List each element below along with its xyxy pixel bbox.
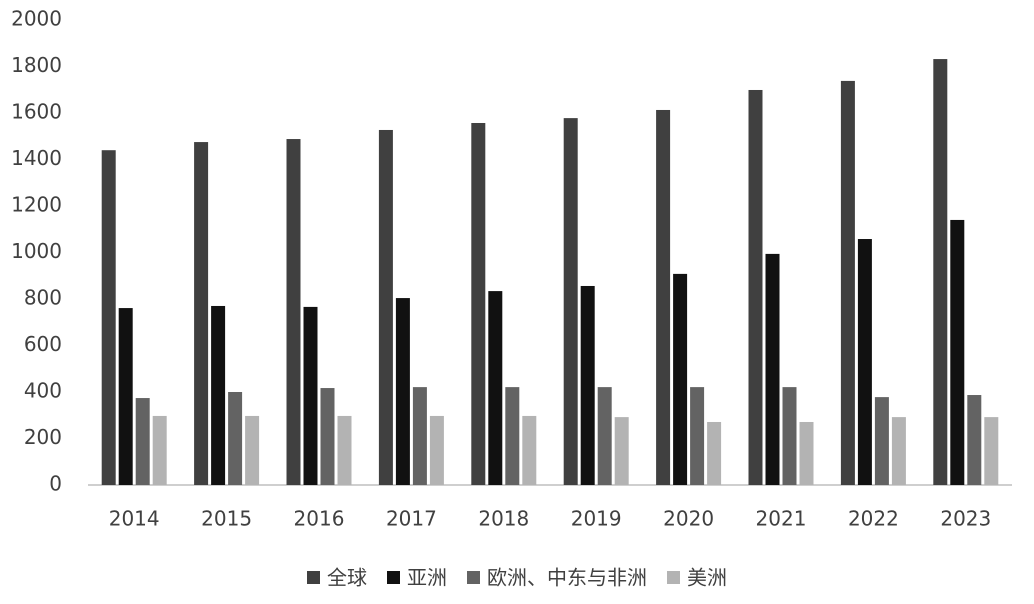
legend-swatch [667,571,680,584]
bar [748,89,763,486]
bar [303,306,318,485]
x-tick-label: 2014 [109,507,160,531]
bar [597,387,612,485]
bar [690,387,705,485]
bar [378,129,393,485]
x-tick-label: 2017 [386,507,437,531]
bar [614,417,629,485]
y-tick-label: 0 [49,472,62,496]
y-tick-label: 1200 [11,193,62,217]
bar [522,415,537,485]
y-tick-label: 400 [24,379,62,403]
bar [395,298,410,485]
bar [228,392,243,485]
x-tick-label: 2019 [571,507,622,531]
x-tick-label: 2021 [756,507,807,531]
bar [118,308,133,485]
bar [580,285,595,485]
legend-label: 亚洲 [407,566,447,590]
bar [337,415,352,485]
bar [429,415,444,485]
y-tick-label: 2000 [11,7,62,31]
legend-swatch [307,571,320,584]
bar [840,80,855,485]
bar [950,219,965,485]
bar [656,109,671,485]
x-tick-label: 2020 [663,507,714,531]
bar [505,387,520,485]
bar [891,417,906,485]
x-tick-label: 2015 [201,507,252,531]
y-tick-label: 600 [24,332,62,356]
bar [933,59,948,486]
bar [707,421,722,485]
y-tick-label: 800 [24,286,62,310]
bar [984,417,999,485]
x-tick-label: 2022 [848,507,899,531]
bar [286,139,301,486]
bar [967,395,982,485]
y-tick-label: 1400 [11,146,62,170]
y-tick-label: 1000 [11,239,62,263]
legend-label: 欧洲、中东与非洲 [487,566,647,590]
bar [874,397,889,485]
x-tick-label: 2018 [478,507,529,531]
x-tick-label: 2016 [294,507,345,531]
bar [673,273,688,485]
bar [782,387,797,485]
bar [320,388,335,485]
bar [488,291,503,485]
legend-swatch [467,571,480,584]
bar [211,305,226,485]
bar [101,150,116,485]
bar [799,421,814,485]
bar [152,415,167,485]
bar [563,118,578,486]
bar [765,253,780,485]
legend-label: 美洲 [687,566,727,590]
y-tick-label: 200 [24,425,62,449]
bar [471,122,486,485]
bar [412,387,427,485]
y-tick-label: 1800 [11,53,62,77]
legend-label: 全球 [327,566,367,590]
legend-swatch [387,571,400,584]
bar [135,398,150,485]
bar [194,142,209,485]
y-tick-label: 1600 [11,100,62,124]
x-tick-label: 2023 [940,507,991,531]
bar [857,239,872,485]
bar [245,415,260,485]
